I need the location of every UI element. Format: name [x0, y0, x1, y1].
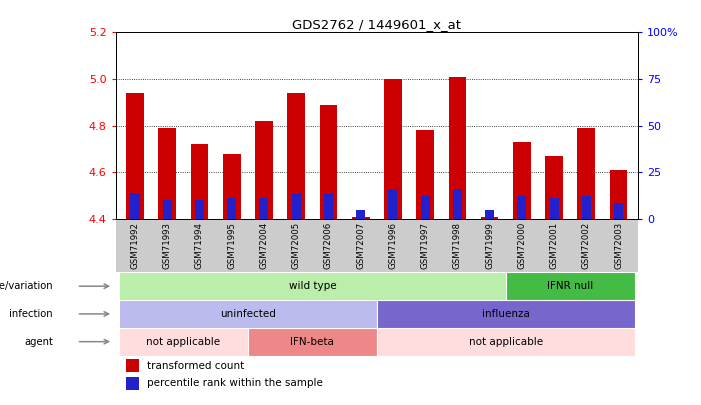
- Text: influenza: influenza: [482, 309, 530, 319]
- Bar: [119, 328, 248, 356]
- Text: IFNR null: IFNR null: [547, 281, 593, 291]
- Title: GDS2762 / 1449601_x_at: GDS2762 / 1449601_x_at: [292, 18, 461, 31]
- Text: GSM71997: GSM71997: [421, 222, 430, 269]
- Text: GSM71993: GSM71993: [163, 222, 172, 269]
- Text: GSM71992: GSM71992: [130, 222, 139, 269]
- Bar: [421, 196, 430, 219]
- Text: GSM71998: GSM71998: [453, 222, 462, 269]
- Bar: [505, 272, 634, 300]
- Bar: [292, 193, 301, 219]
- Bar: [377, 328, 634, 356]
- Text: GSM72007: GSM72007: [356, 222, 365, 269]
- Text: genotype/variation: genotype/variation: [0, 281, 53, 291]
- Bar: [578, 128, 595, 219]
- Bar: [126, 93, 144, 219]
- Text: IFN-beta: IFN-beta: [290, 337, 334, 347]
- Bar: [130, 193, 139, 219]
- Text: infection: infection: [9, 309, 53, 319]
- Bar: [191, 144, 208, 219]
- Bar: [610, 170, 627, 219]
- Bar: [481, 217, 498, 219]
- Bar: [119, 300, 377, 328]
- Bar: [126, 359, 139, 372]
- Bar: [352, 217, 369, 219]
- Bar: [449, 77, 466, 219]
- Text: GSM72001: GSM72001: [550, 222, 559, 269]
- Text: GSM72000: GSM72000: [517, 222, 526, 269]
- Bar: [384, 79, 402, 219]
- Text: not applicable: not applicable: [469, 337, 543, 347]
- Bar: [388, 189, 397, 219]
- Bar: [513, 142, 531, 219]
- Text: wild type: wild type: [289, 281, 336, 291]
- Bar: [255, 121, 273, 219]
- Bar: [416, 130, 434, 219]
- Text: GSM72002: GSM72002: [582, 222, 591, 269]
- Bar: [223, 154, 240, 219]
- Bar: [248, 328, 377, 356]
- Text: GSM71994: GSM71994: [195, 222, 204, 269]
- Bar: [126, 377, 139, 390]
- Bar: [320, 105, 337, 219]
- Text: transformed count: transformed count: [147, 361, 244, 371]
- Bar: [453, 189, 462, 219]
- Bar: [158, 128, 176, 219]
- Text: GSM72006: GSM72006: [324, 222, 333, 269]
- Bar: [582, 196, 591, 219]
- Bar: [163, 200, 172, 219]
- Bar: [259, 198, 268, 219]
- Text: percentile rank within the sample: percentile rank within the sample: [147, 378, 323, 388]
- Text: uninfected: uninfected: [220, 309, 275, 319]
- Text: agent: agent: [24, 337, 53, 347]
- Text: GSM71996: GSM71996: [388, 222, 397, 269]
- Bar: [356, 210, 365, 219]
- Bar: [545, 156, 563, 219]
- Text: GSM72005: GSM72005: [292, 222, 301, 269]
- Text: GSM72003: GSM72003: [614, 222, 623, 269]
- Bar: [550, 198, 559, 219]
- Text: GSM71995: GSM71995: [227, 222, 236, 269]
- Text: GSM72004: GSM72004: [259, 222, 268, 269]
- Bar: [119, 272, 505, 300]
- Bar: [227, 198, 236, 219]
- Bar: [517, 196, 526, 219]
- Bar: [195, 200, 204, 219]
- Bar: [287, 93, 305, 219]
- Bar: [614, 202, 623, 219]
- Text: not applicable: not applicable: [147, 337, 220, 347]
- Bar: [485, 210, 494, 219]
- Bar: [324, 193, 333, 219]
- Text: GSM71999: GSM71999: [485, 222, 494, 269]
- Bar: [377, 300, 634, 328]
